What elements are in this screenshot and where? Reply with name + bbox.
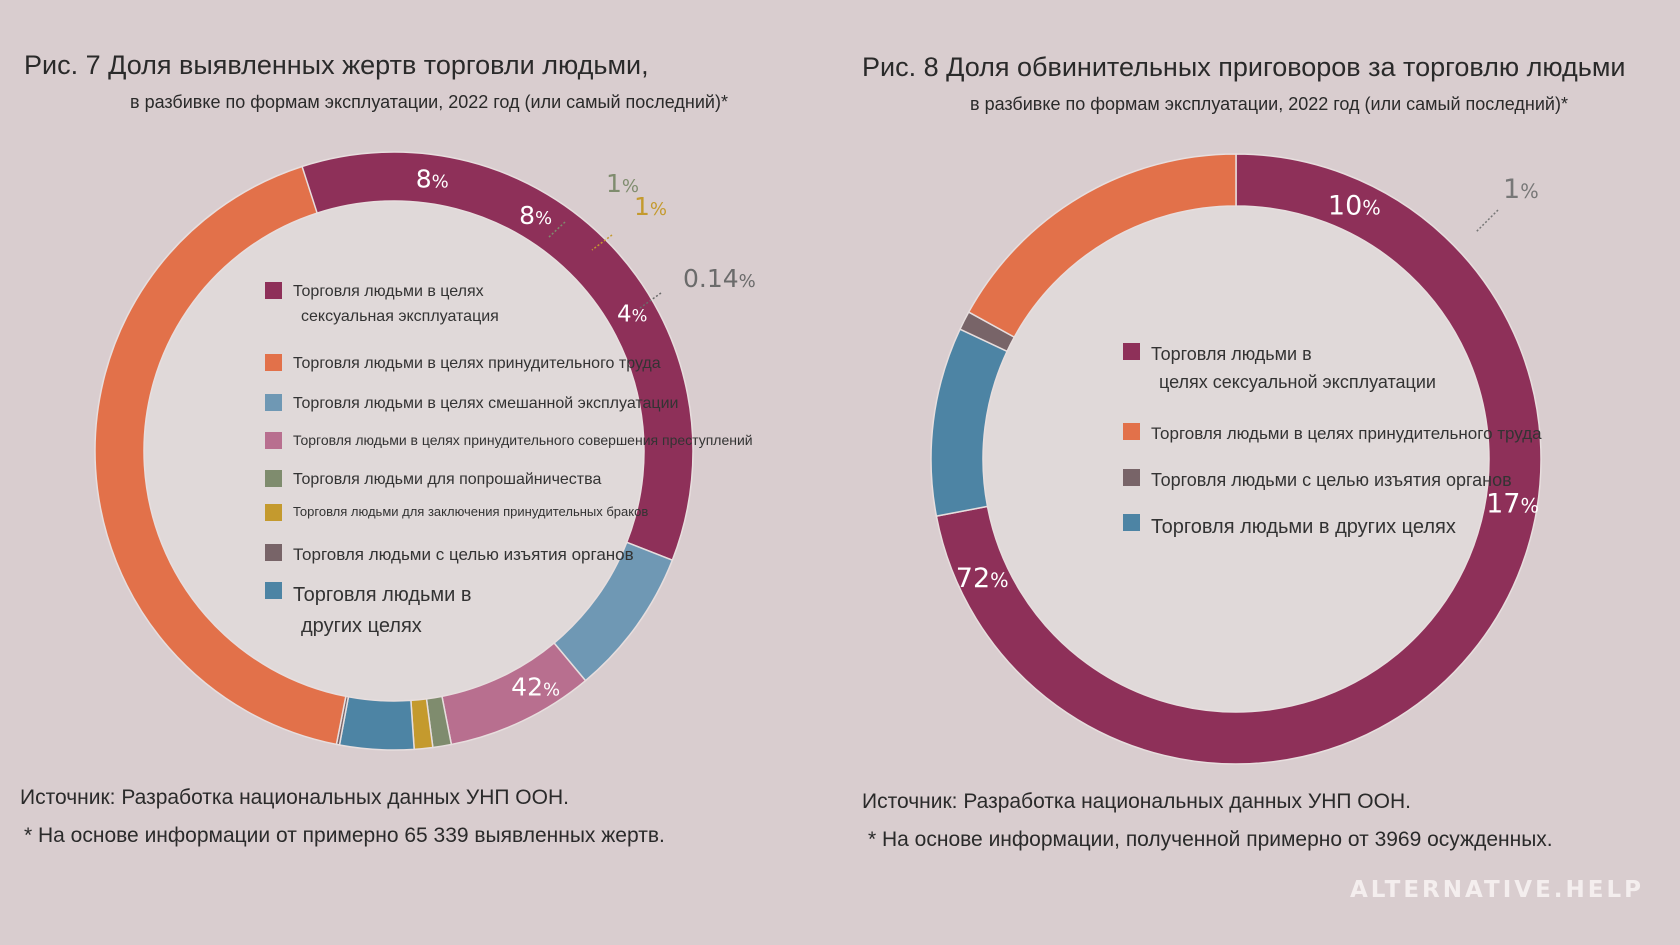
legend-swatch [265, 354, 282, 371]
brand-watermark: ALTERNATIVE.HELP [1350, 877, 1644, 903]
donut-slice [338, 695, 415, 751]
legend-swatch [265, 282, 282, 299]
slice-value-label: 1% [1503, 174, 1539, 205]
legend-swatch [265, 504, 282, 521]
legend-label: Торговля людьми в других целях [293, 584, 472, 637]
slice-value-label: 17% [1486, 488, 1539, 519]
legend-label: Торговля людьми с целью изъятия органов [293, 545, 634, 564]
figure-7-source: Источник: Разработка национальных данных… [20, 786, 569, 809]
donut-slice [967, 153, 1237, 339]
figure-8-footnote: * На основе информации, полученной приме… [868, 828, 1553, 851]
figure-7-subtitle: в разбивке по формам эксплуатации, 2022 … [130, 92, 728, 112]
legend-label: Торговля людьми в целях принудительного … [293, 355, 661, 372]
figure-7-title: Рис. 7 Доля выявленных жертв торговли лю… [24, 50, 649, 80]
legend-swatch [265, 582, 282, 599]
legend-swatch [1123, 423, 1140, 440]
legend-swatch [265, 544, 282, 561]
slice-value-label: 72% [956, 563, 1009, 594]
donut-hole [983, 206, 1489, 712]
legend-swatch [1123, 343, 1140, 360]
slice-value-label: 1% [634, 192, 667, 221]
legend-label: Торговля людьми в целях сексуальная экспл… [293, 283, 499, 325]
legend-swatch [265, 432, 282, 449]
figure-7-footnote: * На основе информации от примерно 65 33… [24, 824, 665, 847]
leader-line [591, 234, 613, 251]
legend-label: Торговля людьми для заключения принудите… [293, 504, 649, 519]
slice-value-label: 0.14% [683, 264, 756, 293]
legend-label: Торговля людьми в целях принудительного … [293, 432, 753, 448]
donut-hole [144, 201, 644, 701]
figure-8-source: Источник: Разработка национальных данных… [862, 790, 1411, 813]
donut-slice [94, 165, 347, 746]
leader-line [639, 292, 662, 309]
donut-slice [935, 153, 1542, 765]
legend-label: Торговля людьми в других целях [1151, 516, 1456, 538]
legend-swatch [265, 394, 282, 411]
legend-label: Торговля людьми в целях сексуальной экспл… [1151, 344, 1436, 392]
legend-swatch [265, 470, 282, 487]
figure-8-title: Рис. 8 Доля обвинительных приговоров за … [862, 52, 1626, 82]
legend-label: Торговля людьми с целью изъятия органов [1151, 470, 1512, 490]
slice-value-label: 10% [1328, 191, 1381, 222]
legend-swatch [1123, 469, 1140, 486]
legend-label: Торговля людьми для попрошайничества [293, 471, 602, 488]
figure-8-subtitle: в разбивке по формам эксплуатации, 2022 … [970, 94, 1568, 114]
leader-line [1475, 209, 1499, 233]
legend-swatch [1123, 514, 1140, 531]
legend-label: Торговля людьми в целях смешанной эксплу… [293, 395, 679, 412]
slice-value-label: 4% [617, 302, 647, 328]
legend-label: Торговля людьми в целях принудительного … [1151, 424, 1542, 443]
